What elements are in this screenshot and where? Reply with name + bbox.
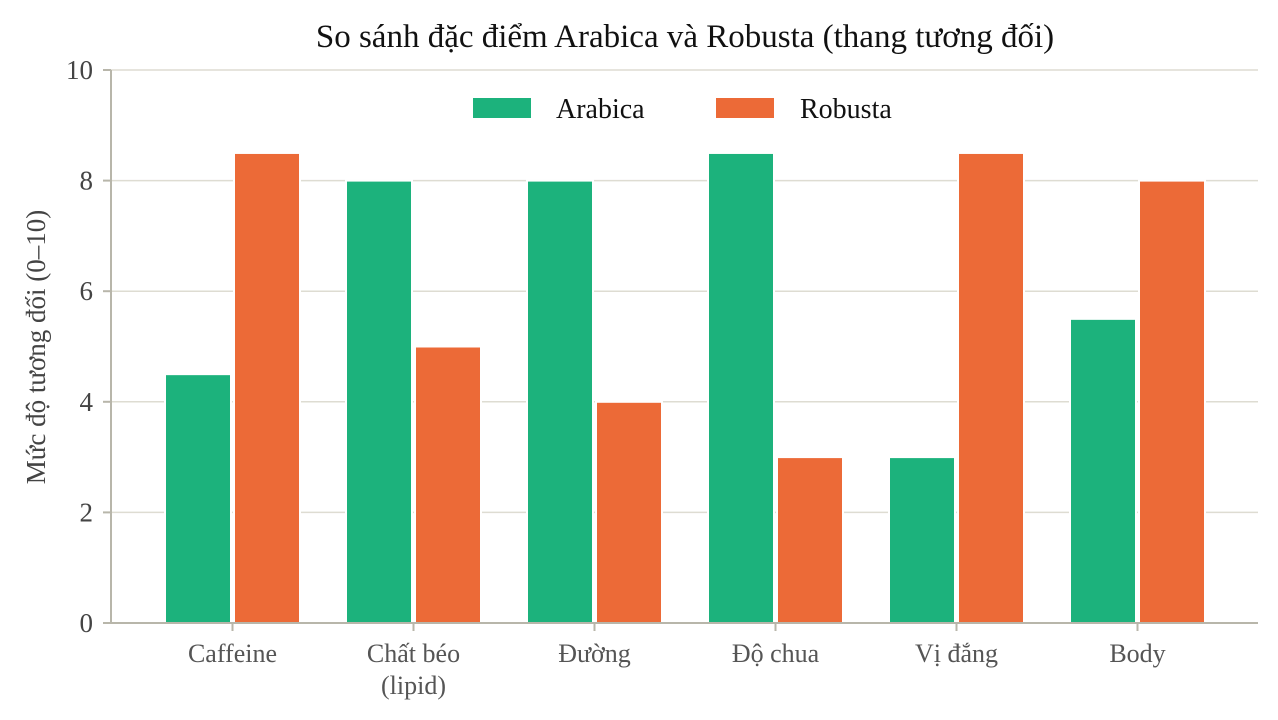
y-tick-label: 10 [66,55,93,85]
chart-title: So sánh đặc điểm Arabica và Robusta (tha… [316,19,1054,55]
bar-arabica-0 [164,373,232,624]
bars [164,151,1206,624]
y-tick-label: 4 [80,387,94,417]
bar-robusta-4 [957,151,1025,624]
legend-label-arabica: Arabica [556,94,645,125]
y-tick-label: 8 [80,166,94,196]
bar-robusta-5 [1138,179,1206,624]
legend-swatch-arabica [473,98,531,118]
bar-robusta-1 [414,345,482,624]
legend-swatch-robusta [716,98,774,118]
x-tick-label: Vị đắng [915,639,998,668]
x-tick-label: Body [1109,639,1165,668]
y-tick-label: 2 [80,497,94,527]
bar-arabica-2 [526,179,594,624]
bar-arabica-5 [1069,317,1137,624]
y-tick-label: 0 [80,608,94,638]
gridlines [111,69,1258,514]
x-tick-label: Độ chua [732,639,820,668]
bar-robusta-2 [595,400,663,624]
x-tick-label: Caffeine [188,639,277,668]
x-tick-label: (lipid) [381,671,446,700]
y-tick-label: 6 [80,276,94,306]
y-axis-label: Mức độ tương đối (0–10) [21,210,51,485]
bar-robusta-3 [776,456,844,624]
bar-robusta-0 [233,151,301,624]
bar-arabica-1 [345,179,413,624]
legend: Arabica Robusta [473,94,892,125]
bar-arabica-3 [707,151,775,624]
legend-label-robusta: Robusta [800,94,892,125]
x-tick-label: Đường [558,639,631,668]
x-tick-label: Chất béo [367,639,460,668]
bar-arabica-4 [888,456,956,624]
axes: 0 2 4 6 8 10 Caffeine Chất béo (lipid) Đường Độ ch… [66,55,1258,700]
